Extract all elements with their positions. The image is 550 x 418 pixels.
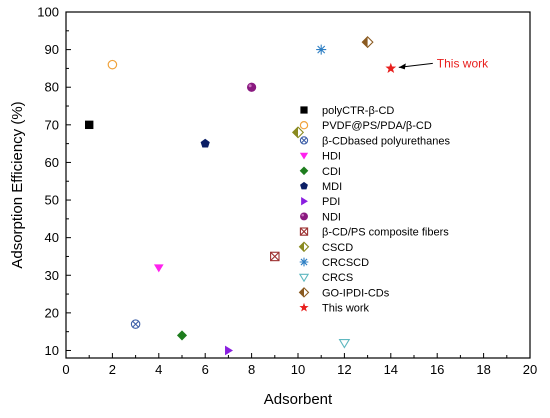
legend: polyCTR-β-CD PVDF@PS/PDA/β-CD β-CDbased po… — [298, 105, 451, 315]
legend-marker — [300, 212, 308, 221]
annotation-label: This work — [437, 56, 489, 70]
y-tick-label: 10 — [45, 343, 59, 358]
x-tick-label: 16 — [430, 362, 444, 377]
data-point — [225, 345, 234, 356]
legend-label: This work — [322, 303, 370, 315]
data-point — [316, 44, 327, 55]
legend-marker — [300, 181, 308, 190]
legend-label: β-CDbased polyurethanes — [322, 135, 451, 147]
x-tick-label: 0 — [62, 362, 69, 377]
data-markers — [85, 36, 397, 356]
data-point — [153, 264, 164, 273]
legend-marker — [299, 302, 309, 312]
y-axis-title: Adsorption Efficiency (%) — [9, 101, 26, 268]
annotation: This work — [398, 56, 489, 70]
y-tick-label: 70 — [45, 117, 59, 132]
x-axis-title: Adsorbent — [264, 391, 333, 408]
legend-marker — [299, 152, 309, 160]
y-axis: 10 20 30 40 50 60 70 80 90 100 — [37, 5, 71, 358]
legend-marker — [299, 257, 309, 267]
data-point — [246, 82, 257, 92]
data-point — [291, 126, 305, 139]
legend-label: GO-IPDI-CDs — [322, 287, 390, 299]
legend-label: NDI — [322, 211, 341, 223]
legend-label: polyCTR-β-CD — [322, 105, 394, 117]
legend-marker — [299, 166, 309, 176]
legend-marker — [299, 120, 309, 130]
legend-label: CRCSCD — [322, 257, 369, 269]
legend-marker — [298, 287, 310, 298]
legend-marker — [301, 197, 308, 206]
x-tick-label: 6 — [202, 362, 209, 377]
legend-label: MDI — [322, 181, 342, 193]
x-tick-label: 14 — [384, 362, 398, 377]
data-point — [107, 59, 118, 70]
y-tick-label: 50 — [45, 193, 59, 208]
legend-marker — [298, 241, 310, 253]
y-tick-label: 100 — [37, 5, 59, 20]
legend-marker — [300, 106, 308, 114]
y-tick-label: 20 — [45, 305, 59, 320]
x-tick-label: 20 — [523, 362, 537, 377]
annotations: This work — [398, 56, 489, 70]
y-tick-label: 90 — [45, 42, 59, 57]
x-tick-label: 18 — [476, 362, 490, 377]
y-tick-label: 30 — [45, 268, 59, 283]
data-point — [361, 36, 374, 49]
legend-label: CSCD — [322, 242, 353, 254]
data-point — [270, 251, 280, 262]
data-point — [176, 330, 188, 341]
data-point — [338, 339, 351, 349]
x-tick-label: 2 — [109, 362, 116, 377]
data-point — [85, 120, 94, 130]
legend-label: CDI — [322, 166, 341, 178]
data-point — [130, 319, 141, 329]
y-tick-label: 80 — [45, 80, 59, 95]
legend-label: HDI — [322, 151, 341, 163]
x-tick-label: 10 — [291, 362, 305, 377]
legend-label: CRCS — [322, 272, 353, 284]
legend-marker — [299, 227, 309, 236]
data-point — [385, 62, 397, 73]
legend-label: PVDF@PS/PDA/β-CD — [322, 120, 432, 132]
y-tick-label: 40 — [45, 230, 59, 245]
annotation-arrowhead — [398, 63, 406, 70]
x-axis: 0 2 4 6 8 10 12 14 16 18 20 — [62, 353, 537, 377]
legend-label: β-CD/PS composite fibers — [322, 227, 449, 239]
data-point — [200, 138, 210, 148]
y-tick-label: 60 — [45, 155, 59, 170]
legend-marker — [298, 273, 310, 283]
legend-label: PDI — [322, 196, 340, 208]
x-tick-label: 8 — [248, 362, 255, 377]
x-tick-label: 4 — [155, 362, 162, 377]
legend-marker — [299, 136, 309, 145]
x-tick-label: 12 — [337, 362, 351, 377]
